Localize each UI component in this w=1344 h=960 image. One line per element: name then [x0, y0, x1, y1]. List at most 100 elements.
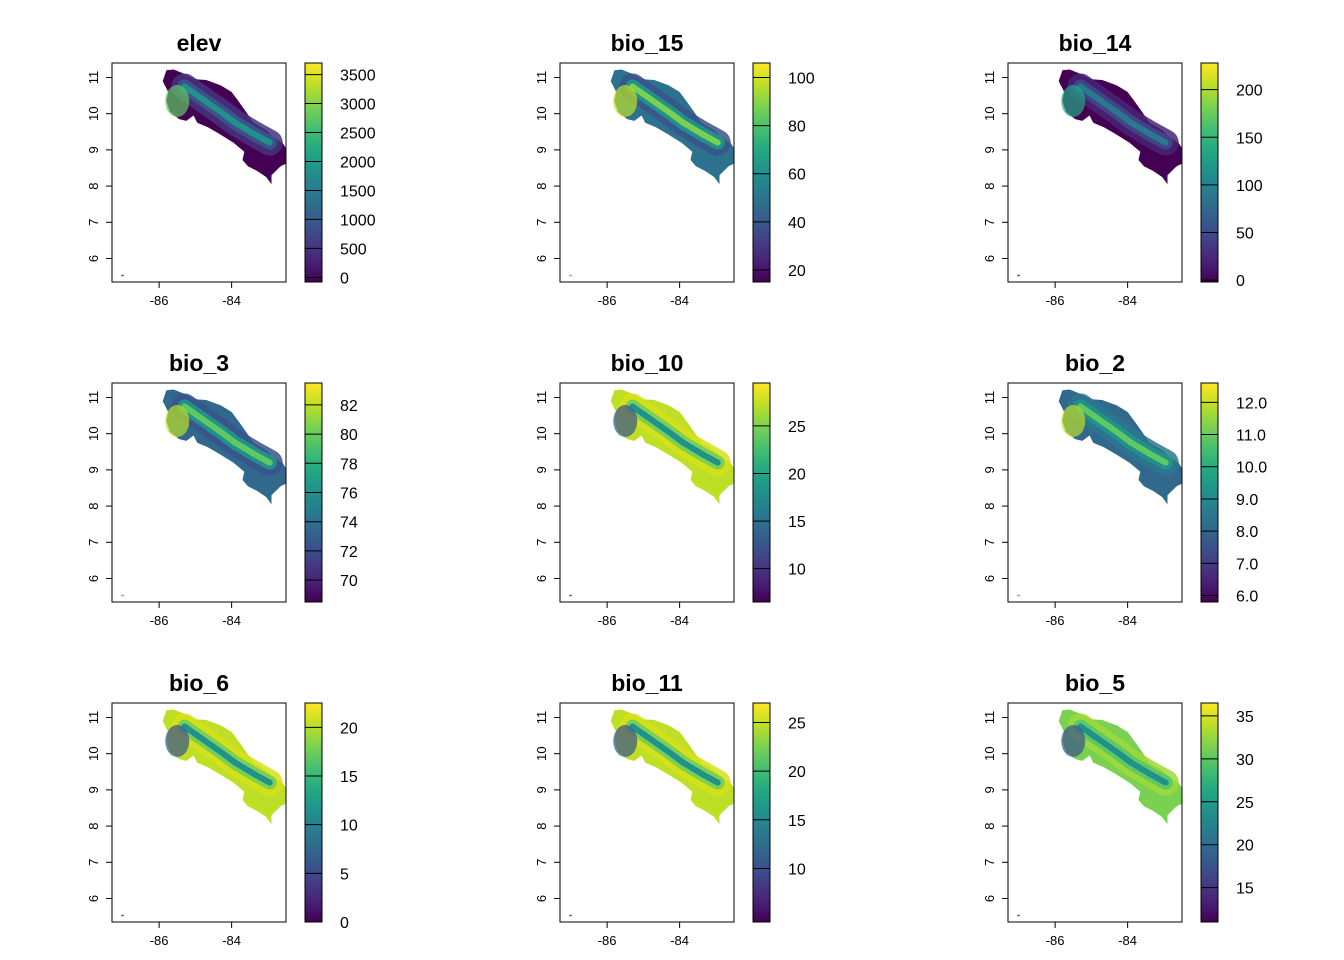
colorbar-frame: [304, 702, 323, 923]
y-tick-label: 11: [982, 391, 997, 405]
y-tick-label: 6: [86, 255, 101, 262]
y-tick-label: 8: [982, 182, 997, 189]
colorbar-tick-label: 0: [1236, 273, 1245, 290]
colorbar-tick-label: 3500: [340, 68, 376, 85]
map-raster: [1017, 389, 1182, 597]
y-tick-label: 7: [534, 859, 549, 866]
colorbar-tick-label: 15: [340, 769, 358, 786]
y-tick-label: 8: [534, 502, 549, 509]
ridge-crest: [629, 723, 721, 786]
x-tick-label: -84: [222, 933, 241, 948]
colorbar-tick-label: 100: [1236, 178, 1263, 195]
y-tick-label: 9: [534, 466, 549, 473]
colorbar-tick-label: 2000: [340, 154, 376, 171]
x-tick-label: -86: [1046, 613, 1065, 628]
x-tick-label: -86: [598, 933, 617, 948]
ridge-crest: [1077, 723, 1169, 786]
colorbar-tick-label: 25: [1236, 795, 1254, 812]
panel-title: bio_2: [1065, 350, 1125, 376]
y-tick-label: 10: [534, 426, 549, 440]
y-tick-label: 10: [982, 746, 997, 760]
ridge-crest: [629, 403, 721, 466]
cocos-island: [1017, 274, 1021, 277]
ridge-crest: [181, 403, 273, 466]
y-tick-label: 7: [982, 219, 997, 226]
x-tick-label: -86: [1046, 293, 1065, 308]
colorbar-tick-label: 12.0: [1236, 395, 1267, 412]
colorbar-tick-label: 0: [340, 270, 349, 287]
y-tick-label: 11: [86, 711, 101, 725]
plot-frame: [559, 702, 735, 923]
colorbar-tick-label: 82: [340, 398, 358, 415]
x-tick-label: -84: [670, 933, 689, 948]
y-tick-label: 7: [86, 859, 101, 866]
x-tick-label: -84: [670, 613, 689, 628]
colorbar-tick-label: 35: [1236, 709, 1254, 726]
ridge-crest: [181, 723, 273, 786]
colorbar-frame: [752, 382, 771, 603]
map-raster: [569, 69, 734, 277]
panel-bio-2: -86 -84 6 7 8 9 10 11 bio_2 6.0 7.0 8.0 9.0 10.0 11.0 1…: [982, 350, 1267, 628]
panel-title: bio_5: [1065, 670, 1125, 696]
panel-title: elev: [177, 30, 222, 56]
map-raster: [121, 389, 286, 597]
colorbar-tick-label: 5: [340, 866, 349, 883]
panel-bio-11: -86 -84 6 7 8 9 10 11 bio_11 10 15 20 25: [534, 670, 806, 948]
pacific-coast-patch: [613, 725, 638, 758]
cocos-island: [121, 274, 125, 277]
colorbar-frame: [752, 702, 771, 923]
y-tick-label: 7: [86, 539, 101, 546]
plot-frame: [559, 62, 735, 283]
colorbar-tick-label: 9.0: [1236, 492, 1258, 509]
plot-frame: [1007, 62, 1183, 283]
x-tick-label: -86: [150, 613, 169, 628]
colorbar-tick-label: 20: [340, 720, 358, 737]
colorbar-tick-label: 70: [340, 573, 358, 590]
pacific-coast-patch: [165, 725, 190, 758]
cocos-island: [569, 914, 573, 917]
y-tick-label: 7: [534, 219, 549, 226]
x-tick-label: -84: [1118, 933, 1137, 948]
x-tick-label: -84: [222, 293, 241, 308]
y-tick-label: 9: [534, 146, 549, 153]
colorbar-tick-label: 8.0: [1236, 524, 1258, 541]
colorbar-tick-label: 80: [788, 119, 806, 136]
colorbar-tick-label: 200: [1236, 83, 1263, 100]
ridge-crest: [1077, 403, 1169, 466]
y-tick-label: 7: [982, 539, 997, 546]
plot-frame: [1007, 702, 1183, 923]
colorbar-tick-label: 15: [788, 813, 806, 830]
colorbar: [753, 703, 770, 922]
panel-bio-10: -86 -84 6 7 8 9 10 11 bio_10 10 15 20 25: [534, 350, 806, 628]
map-raster: [569, 389, 734, 597]
panel-title: bio_14: [1059, 30, 1132, 56]
colorbar-tick-label: 30: [1236, 752, 1254, 769]
colorbar-tick-label: 100: [788, 70, 815, 87]
pacific-coast-patch: [1061, 85, 1086, 118]
colorbar-tick-label: 78: [340, 456, 358, 473]
plot-frame: [111, 382, 287, 603]
y-tick-label: 6: [982, 575, 997, 582]
y-tick-label: 10: [534, 106, 549, 120]
panel-title: bio_10: [611, 350, 684, 376]
colorbar-tick-label: 25: [788, 715, 806, 732]
cocos-island: [1017, 594, 1021, 597]
colorbar-frame: [304, 62, 323, 283]
ridge-crest: [1077, 83, 1169, 146]
colorbar: [753, 63, 770, 282]
colorbar-tick-label: 1000: [340, 212, 376, 229]
panel-bio-6: -86 -84 6 7 8 9 10 11 bio_6 0 5 10 15 20: [86, 670, 358, 948]
cocos-island: [569, 594, 573, 597]
pacific-coast-patch: [165, 85, 190, 118]
colorbar-tick-label: 80: [340, 427, 358, 444]
y-tick-label: 6: [982, 255, 997, 262]
colorbar-tick-label: 7.0: [1236, 556, 1258, 573]
colorbar-tick-label: 76: [340, 486, 358, 503]
x-tick-label: -84: [1118, 613, 1137, 628]
colorbar-tick-label: 10: [788, 861, 806, 878]
colorbar-tick-label: 74: [340, 515, 358, 532]
y-tick-label: 11: [86, 71, 101, 85]
colorbar-tick-label: 1500: [340, 183, 376, 200]
